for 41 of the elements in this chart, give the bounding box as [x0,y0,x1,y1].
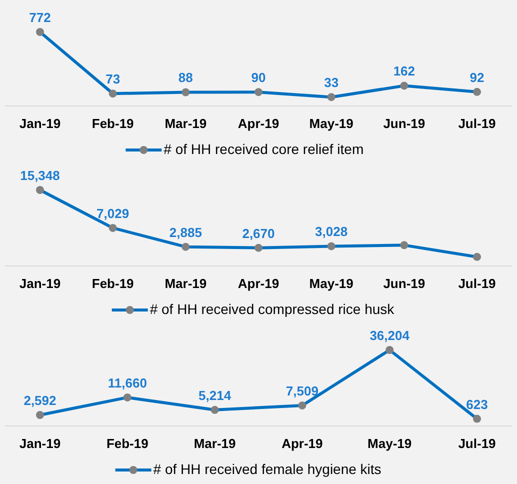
x-tick-label: Apr-19 [282,436,323,451]
data-label: 7,029 [96,206,130,221]
x-tick-label: Jan-19 [19,436,61,451]
x-tick-label: Jul-19 [458,276,496,291]
data-label: 3,028 [315,224,348,240]
x-tick-label: May-19 [309,276,354,291]
x-tick-label: Apr-19 [238,276,280,291]
data-label: 33 [324,75,339,90]
x-tick-label: Jul-19 [458,116,496,131]
x-tick-label: Jan-19 [19,276,61,291]
x-tick-label: Feb-19 [106,436,148,451]
data-label: 5,214 [198,388,232,403]
data-label: 2,592 [24,392,56,408]
data-label: 772 [29,10,51,25]
data-label: 2,885 [169,224,202,240]
data-label: 162 [393,64,416,79]
legend-label: # of HH received core relief item [164,141,364,157]
data-label: 90 [251,70,266,86]
legend-label: # of HH received compressed rice husk [150,301,396,317]
x-tick-label: May-19 [309,116,354,131]
x-tick-label: Mar-19 [164,276,207,291]
data-label: 11,660 [108,375,147,390]
x-tick-label: Mar-19 [194,436,236,451]
data-label: 7,509 [286,383,318,398]
x-tick-label: Jun-19 [383,116,426,131]
x-tick-label: Feb-19 [92,116,134,131]
x-tick-label: Jun-19 [383,276,426,291]
x-tick-label: Apr-19 [238,116,280,131]
data-label: 2,670 [242,226,275,241]
x-tick-label: Jul-19 [458,436,496,451]
data-label: 73 [106,72,120,87]
data-label: 92 [470,70,484,85]
x-tick-label: Feb-19 [92,276,134,291]
data-label: 15,348 [20,168,60,183]
x-tick-label: May-19 [368,436,412,451]
x-tick-label: Jan-19 [19,116,61,131]
data-label: 88 [178,70,193,86]
data-label: 623 [466,396,488,412]
data-label: 36,204 [370,328,410,343]
x-tick-label: Mar-19 [164,116,207,131]
legend-label: # of HH received female hygiene kits [153,461,382,477]
